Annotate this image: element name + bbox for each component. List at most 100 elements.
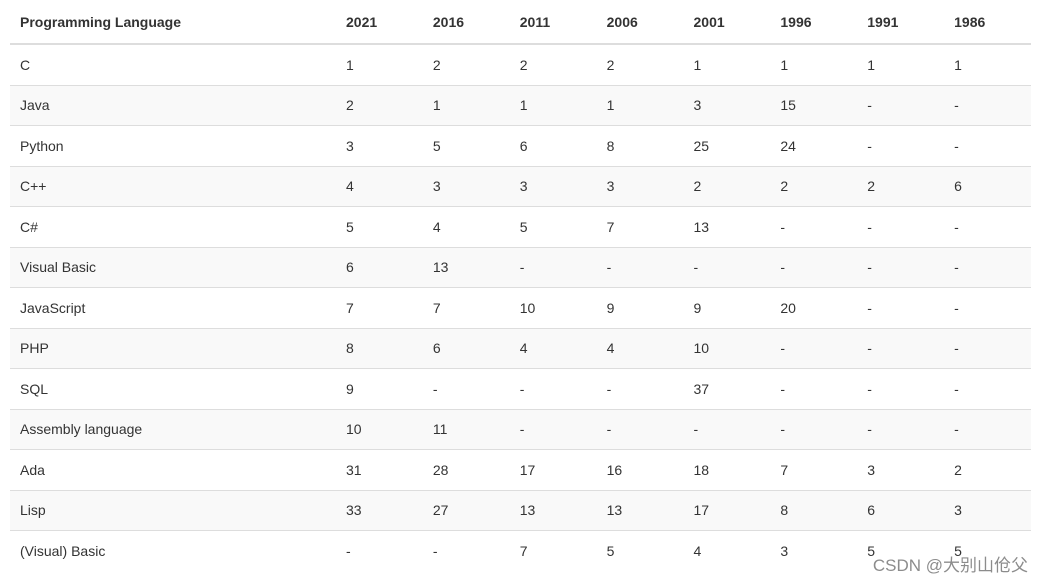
rank-cell: 6 [857, 489, 945, 531]
rank-cell: 1 [770, 43, 858, 85]
rank-cell: - [944, 287, 1031, 328]
rank-cell: - [857, 368, 945, 409]
rank-cell: - [857, 408, 945, 450]
rank-cell: - [857, 84, 945, 126]
table-row: SQL 9- - -37- - - [10, 368, 1031, 409]
rank-cell: 5 [509, 206, 597, 247]
rank-cell: 2 [770, 165, 858, 207]
rank-cell: 2 [944, 449, 1031, 490]
rank-cell: - [944, 125, 1031, 166]
table-row: Python 3 5 6 8 25 24- - [10, 125, 1031, 166]
rank-cell: 13 [422, 246, 510, 288]
table-row: (Visual) Basic - -7 5 4 3 5 5 [10, 530, 1031, 571]
rank-cell: 13 [509, 489, 597, 531]
rank-cell: - [857, 125, 945, 166]
rank-cell: 27 [422, 489, 510, 531]
table-row: PHP 8 6 4 4 10- - - [10, 327, 1031, 369]
rank-cell: - [944, 368, 1031, 409]
rank-cell: 4 [509, 327, 597, 369]
rank-cell: 6 [509, 125, 597, 166]
watermark: CSDN @大别山伧父 [872, 556, 1028, 575]
language-cell: SQL [10, 368, 336, 409]
language-cell: Ada [10, 449, 336, 490]
rank-cell: 1 [336, 43, 423, 85]
language-cell: Python [10, 125, 336, 166]
rank-cell: 2 [336, 84, 423, 126]
rank-cell: 3 [944, 489, 1031, 531]
rank-cell: - [857, 327, 945, 369]
rank-cell: - [770, 327, 858, 369]
table-row: Java 2 1 1 1 3 15- - [10, 84, 1031, 126]
rank-cell: 5 [336, 206, 423, 247]
rank-cell: 1 [683, 43, 771, 85]
rank-cell: 13 [683, 206, 771, 247]
language-cell: Java [10, 84, 336, 126]
rank-cell: 9 [596, 287, 684, 328]
header-cell: 1991 [857, 0, 945, 45]
rank-cell: 4 [422, 206, 510, 247]
rank-cell: 17 [509, 449, 597, 490]
rank-cell: 7 [422, 287, 510, 328]
rank-cell: 7 [770, 449, 858, 490]
rank-cell: 1 [944, 43, 1031, 85]
table-row: Lisp 33 27 13 13 17 8 6 3 [10, 489, 1031, 531]
rank-cell: - [770, 368, 858, 409]
header-cell: 2001 [683, 0, 771, 45]
rank-cell: - [944, 408, 1031, 450]
rank-cell: - [509, 246, 597, 288]
rank-cell: - [509, 368, 597, 409]
rank-cell: 2 [857, 165, 945, 207]
rank-cell: 15 [770, 84, 858, 126]
rank-cell: - [770, 408, 858, 450]
rank-cell: 2 [596, 43, 684, 85]
rank-cell: - [683, 408, 771, 450]
rank-cell: 3 [770, 530, 858, 571]
rank-cell: 1 [422, 84, 510, 126]
header-row: Programming Language 2021 2016 2011 2006 2001… [10, 0, 1031, 45]
header-cell: 2016 [422, 0, 510, 45]
rank-cell: 5 [857, 530, 945, 571]
header-cell: 1996 [770, 0, 858, 45]
header-cell: 2006 [596, 0, 684, 45]
rank-cell: - [770, 246, 858, 288]
rank-cell: - [857, 287, 945, 328]
rank-cell: 1 [857, 43, 945, 85]
rank-cell: 5 [596, 530, 684, 571]
table-row: C++ 4 3 3 3 2 2 2 6 [10, 165, 1031, 207]
rank-cell: 5 [422, 125, 510, 166]
rank-cell: - [770, 206, 858, 247]
rank-cell: - [857, 246, 945, 288]
table-row: Ada 31 28 17 16 18 7 3 2 [10, 449, 1031, 490]
rank-cell: 4 [683, 530, 771, 571]
rank-cell: 6 [336, 246, 423, 288]
rank-cell: 18 [683, 449, 771, 490]
rank-cell: 4 [596, 327, 684, 369]
rank-cell: 10 [509, 287, 597, 328]
rank-cell: 1 [509, 84, 597, 126]
rank-cell: 7 [509, 530, 597, 571]
rank-cell: 10 [683, 327, 771, 369]
language-cell: JavaScript [10, 287, 336, 328]
language-cell: C++ [10, 165, 336, 207]
header-cell: 2011 [509, 0, 597, 45]
ranking-table: Programming Language 2021 2016 2011 2006 2001… [10, 0, 1031, 571]
rank-cell: - [944, 327, 1031, 369]
rank-cell: 9 [683, 287, 771, 328]
language-cell: PHP [10, 327, 336, 369]
rank-cell: - [509, 408, 597, 450]
rank-cell: 13 [596, 489, 684, 531]
rank-cell: 8 [336, 327, 423, 369]
rank-cell: - [857, 206, 945, 247]
rank-cell: - [336, 530, 423, 571]
rank-cell: 11 [422, 408, 510, 450]
rank-cell: 17 [683, 489, 771, 531]
rank-cell: 3 [422, 165, 510, 207]
rank-cell: 33 [336, 489, 423, 531]
header-cell: 1986 [944, 0, 1031, 45]
language-cell: C# [10, 206, 336, 247]
rank-cell: - [422, 530, 510, 571]
language-cell: Visual Basic [10, 246, 336, 288]
header-cell: Programming Language [10, 0, 336, 45]
